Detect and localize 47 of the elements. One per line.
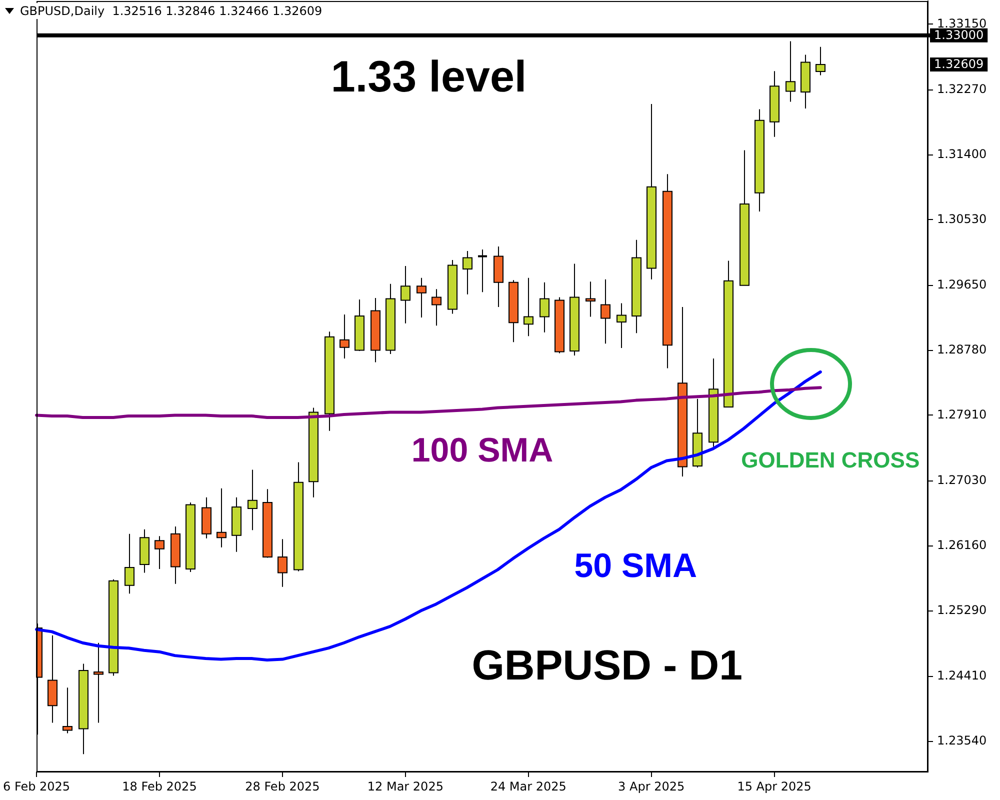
annotation: 1.33 level (330, 52, 527, 102)
y-tick-label: 1.29650 (937, 277, 987, 292)
candlestick (278, 538, 288, 588)
y-tick-label: 1.32270 (937, 82, 987, 96)
candlestick (124, 533, 134, 594)
x-tick-label: 18 Feb 2025 (122, 779, 197, 794)
y-tick-label: 1.31400 (937, 146, 987, 161)
chart-title: GBPUSD,Daily 1.32516 1.32846 1.32466 1.32609 (20, 3, 322, 19)
y-tick-label: 1.27910 (937, 407, 987, 422)
candlestick (540, 282, 550, 333)
candlestick (462, 250, 472, 295)
x-tick-label: 3 Apr 2025 (618, 779, 685, 794)
y-tick-label: 1.23540 (937, 734, 987, 748)
candlestick (416, 277, 426, 318)
candlestick (400, 265, 410, 324)
y-tick-label: 1.27030 (937, 473, 987, 488)
candlestick (477, 249, 488, 293)
y-tick-label: 1.33150 (937, 16, 987, 30)
y-tick-label: 1.28780 (937, 342, 987, 356)
candlestick (94, 642, 104, 724)
candlestick (816, 46, 826, 76)
candlestick (524, 277, 534, 337)
candlestick (248, 469, 258, 531)
x-tick-label: 6 Feb 2025 (2, 779, 70, 794)
candlestick (786, 40, 796, 102)
series-label: 100 SMA (411, 432, 554, 470)
x-tick-label: 24 Mar 2025 (490, 779, 566, 794)
y-tick-label: 1.26160 (937, 538, 987, 552)
text: 1.32609 (934, 57, 984, 72)
candlestick (216, 488, 226, 548)
series-label: 50 SMA (574, 546, 698, 585)
ref-line-label: 1.33000 (934, 28, 984, 42)
x-tick-label: 12 Mar 2025 (367, 779, 444, 794)
candlestick (586, 281, 596, 318)
candlestick (62, 687, 72, 734)
candlestick (600, 278, 610, 344)
y-tick-label: 1.30530 (937, 212, 987, 226)
candlestick (154, 536, 164, 570)
y-tick-label: 1.25290 (937, 602, 987, 617)
y-tick-label: 1.24410 (937, 668, 987, 683)
candlestick (616, 302, 626, 349)
annotation: GBPUSD - D1 (472, 641, 742, 688)
x-tick-label: 15 Apr 2025 (737, 779, 812, 794)
candlestick (432, 288, 442, 326)
x-tick-label: 28 Feb 2025 (245, 779, 320, 794)
candlestick (340, 314, 350, 360)
annotation: GOLDEN CROSS (741, 447, 920, 472)
